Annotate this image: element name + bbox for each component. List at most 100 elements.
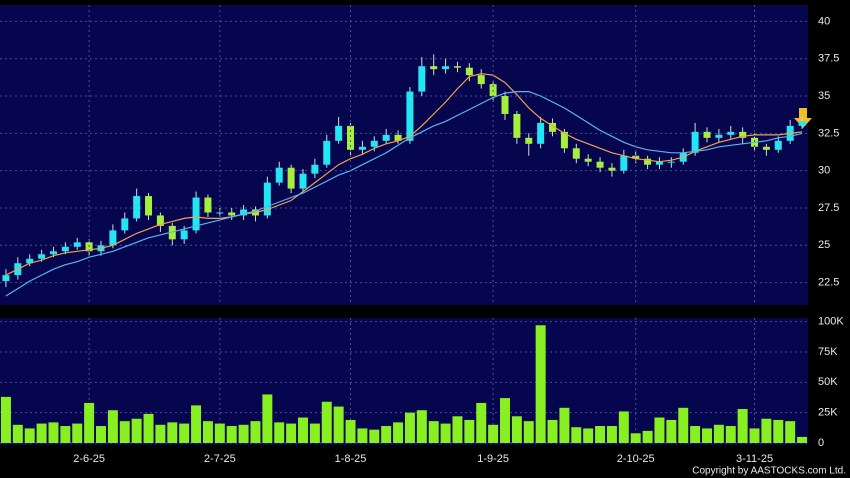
candle-body [667, 161, 675, 163]
x-tick-label: 1-9-25 [477, 453, 509, 465]
volume-bar [393, 422, 404, 443]
volume-bar [761, 418, 772, 443]
candle-body [109, 230, 117, 246]
volume-bar [702, 428, 712, 443]
y-tick-label: 37.5 [818, 53, 839, 65]
volume-bar [642, 430, 653, 443]
volume-bar [12, 424, 23, 443]
volume-bar [60, 426, 71, 443]
candle-body [762, 146, 770, 150]
volume-bar [333, 406, 344, 443]
candle-body [358, 146, 366, 150]
candle-body [263, 182, 271, 216]
candle-body [739, 131, 747, 138]
y-tick-label: 22.5 [818, 277, 839, 289]
volume-bar [107, 410, 118, 443]
y-tick-label: 50K [818, 376, 838, 388]
candle-body [477, 75, 485, 85]
candle-body [655, 161, 663, 165]
volume-bar [725, 426, 736, 443]
volume-bar [96, 426, 106, 443]
candle-body [26, 258, 34, 264]
volume-bar [571, 427, 582, 443]
volume-bar [179, 423, 190, 443]
moving-average-line [5, 73, 803, 276]
candle-body [703, 131, 711, 138]
candle-body [311, 164, 319, 174]
candle-body [596, 161, 604, 168]
candle-body [549, 122, 557, 132]
candle-body [192, 197, 200, 231]
volume-bar [36, 423, 47, 443]
volume-bar [713, 424, 724, 443]
volume-bar [595, 426, 606, 443]
candle-body [73, 242, 81, 247]
volume-bar [476, 402, 487, 443]
candle-body [632, 155, 640, 159]
y-tick-label: 25K [818, 407, 838, 419]
candle-body [216, 212, 224, 214]
candle-body [299, 173, 307, 189]
volume-bar [238, 424, 249, 443]
volume-bar [654, 417, 665, 443]
volume-bar [511, 416, 522, 443]
volume-bar [618, 411, 629, 443]
candle-body [335, 125, 343, 141]
volume-bar [666, 419, 677, 443]
candle-body [501, 96, 509, 114]
volume-bar [500, 398, 510, 443]
candle-body [798, 121, 806, 126]
y-tick-label: 32.5 [818, 127, 839, 139]
volume-bar [167, 422, 178, 443]
candle-body [61, 246, 69, 252]
candle-body [513, 113, 521, 138]
volume-bar [606, 426, 617, 443]
x-tick-label: 3-11-25 [736, 453, 773, 465]
y-tick-label: 25 [818, 239, 830, 251]
volume-bar [381, 426, 392, 443]
candle-body [228, 212, 236, 216]
volume-bar [202, 421, 213, 443]
candle-body [382, 134, 390, 141]
candle-body [323, 140, 331, 165]
candle-body [560, 131, 568, 149]
candle-body [121, 218, 129, 231]
copyright: Copyright by AASTOCKS.com Ltd. [692, 466, 846, 477]
candle-body [572, 148, 580, 159]
volume-bar [131, 418, 142, 443]
candle-body [287, 167, 295, 189]
candle-body [453, 66, 461, 68]
candle-body [394, 134, 402, 141]
volume-bar [286, 423, 297, 443]
candle-body [644, 158, 652, 165]
x-tick-label: 1-8-25 [335, 453, 367, 465]
volume-bar [72, 423, 83, 443]
volume-bar [274, 422, 285, 443]
y-tick-label: 75K [818, 346, 838, 358]
volume-bar [250, 421, 261, 443]
volume-bar [547, 419, 558, 443]
candle-body [608, 167, 616, 171]
volume-bar [404, 412, 415, 443]
candle-body [715, 134, 723, 138]
candle-body [370, 140, 378, 147]
volume-bar [630, 433, 641, 443]
volume-bar [464, 419, 475, 443]
candle-body [620, 155, 628, 171]
candle-body [204, 197, 212, 213]
volume-bar [428, 421, 439, 443]
candle-body [168, 225, 176, 240]
y-tick-label: 27.5 [818, 202, 839, 214]
candle-body [145, 196, 153, 216]
volume-bar [416, 410, 427, 443]
price-panel [0, 5, 808, 305]
candle-body [406, 91, 414, 141]
volume-bar [262, 394, 273, 443]
x-tick-label: 2-7-25 [204, 453, 236, 465]
y-tick-label: 35 [818, 90, 830, 102]
candle-body [133, 196, 141, 219]
candle-body [240, 209, 248, 216]
volume-bar [214, 423, 225, 443]
candle-body [347, 125, 355, 150]
volume-bar [345, 419, 356, 443]
